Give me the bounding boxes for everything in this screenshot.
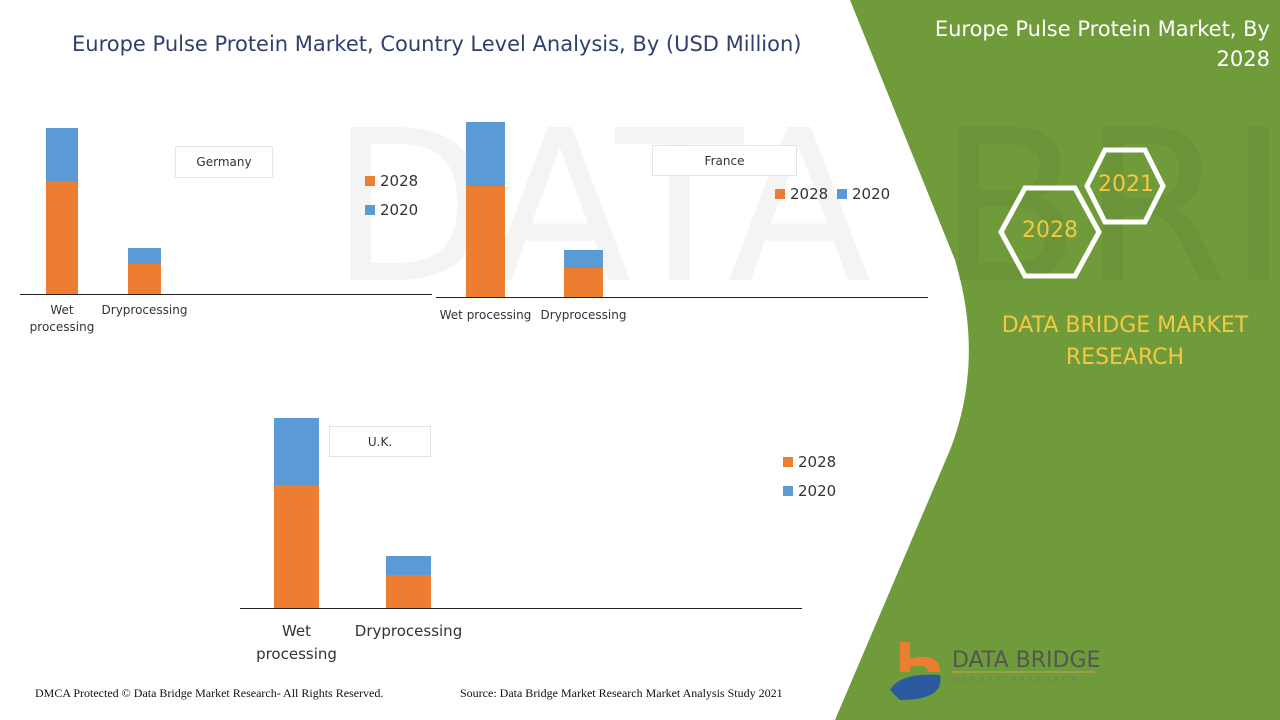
legend-item-2028: 2028 — [775, 185, 828, 203]
legend-swatch — [783, 457, 793, 467]
page-title: Europe Pulse Protein Market, Country Lev… — [72, 32, 802, 56]
bar-2020-1 — [128, 248, 161, 264]
logo-icon — [890, 642, 1095, 700]
bar-2028-1 — [386, 575, 431, 608]
bar-2020-1 — [386, 556, 431, 575]
bar-2020-0 — [466, 122, 505, 186]
category-label: Dryprocessing — [101, 303, 188, 317]
bar-2028-0 — [46, 182, 78, 294]
bar-2028-1 — [564, 268, 603, 297]
bar-2028-1 — [128, 264, 161, 294]
chart-title-box: U.K. — [329, 426, 431, 457]
logo-sub: MARKET RESEARCH — [952, 676, 1081, 684]
legend-swatch — [365, 176, 375, 186]
legend-item-2028: 2028 — [365, 172, 418, 190]
bar-2028-0 — [466, 186, 505, 297]
legend-label: 2020 — [380, 201, 419, 219]
legend-swatch — [783, 486, 793, 496]
legend-label: 2028 — [798, 453, 837, 471]
category-label: Wet processing — [439, 308, 532, 322]
logo-name: DATA BRIDGE — [952, 648, 1101, 673]
x-axis-line — [436, 297, 928, 298]
category-label: Dryprocessing — [354, 622, 463, 640]
green-panel — [835, 0, 1280, 720]
hexagon-label-2021: 2021 — [1098, 172, 1154, 197]
legend-item-2020: 2020 — [837, 185, 890, 203]
chart-title-box: Germany — [175, 146, 273, 178]
legend-swatch — [365, 205, 375, 215]
bar-2020-1 — [564, 250, 603, 268]
legend-swatch — [837, 189, 847, 199]
category-label: Wet processing — [29, 303, 95, 334]
legend-swatch — [775, 189, 785, 199]
category-label: Wet processing — [256, 622, 337, 663]
chart-title-box: France — [652, 145, 797, 176]
hexagon-label-2028: 2028 — [1022, 218, 1078, 243]
legend-label: 2028 — [380, 172, 419, 190]
bar-2020-0 — [274, 418, 319, 485]
hexagon-icons — [998, 147, 1166, 279]
legend-item-2020: 2020 — [365, 201, 418, 219]
brand-text: DATA BRIDGE MARKET RESEARCH — [1001, 313, 1249, 370]
bar-2028-0 — [274, 485, 319, 608]
side-title: Europe Pulse Protein Market, By 2028 — [934, 17, 1270, 71]
legend-item-2028: 2028 — [783, 453, 836, 471]
footer-copyright: DMCA Protected © Data Bridge Market Rese… — [35, 686, 384, 700]
legend-label: 2020 — [852, 185, 891, 203]
x-axis-line — [240, 608, 802, 609]
legend-item-2020: 2020 — [783, 482, 836, 500]
legend-label: 2028 — [790, 185, 829, 203]
x-axis-line — [20, 294, 432, 295]
legend-label: 2020 — [798, 482, 837, 500]
category-label: Dryprocessing — [540, 308, 627, 322]
bar-2020-0 — [46, 128, 78, 182]
footer-source: Source: Data Bridge Market Research Mark… — [460, 686, 783, 700]
